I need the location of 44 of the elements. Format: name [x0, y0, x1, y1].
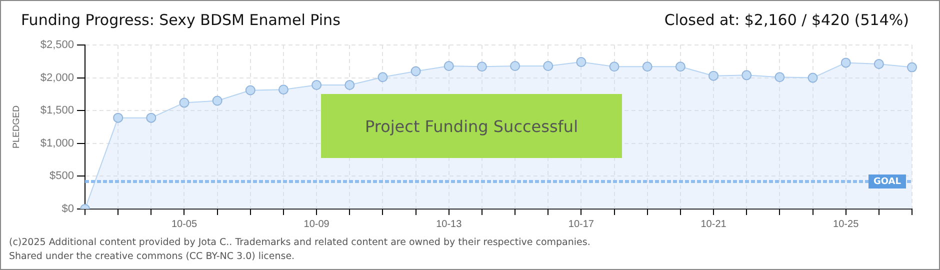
point	[312, 80, 322, 90]
point	[444, 60, 454, 71]
text: (c)2025 Additional content provided by Jota C.. Trademarks and related content are owned by their respective companies.	[9, 237, 590, 248]
ref-line-label: GOAL	[874, 176, 902, 187]
point	[410, 66, 421, 76]
point	[840, 58, 851, 68]
point	[742, 70, 752, 80]
point	[378, 72, 388, 82]
point	[113, 112, 124, 123]
x-tick-label: 10-21	[700, 218, 727, 230]
point	[808, 72, 818, 83]
x-tick-label: 10-05	[171, 218, 198, 230]
text: Shared under the creative commons (CC BY-NC 3.0) license.	[9, 251, 295, 262]
point	[774, 72, 785, 82]
point	[146, 112, 156, 123]
chart-title: Funding Progress: Sexy BDSM Enamel Pins	[21, 11, 340, 29]
point	[212, 96, 222, 106]
point	[344, 80, 355, 90]
y-tick-label: $2,000	[40, 72, 74, 84]
point	[245, 85, 256, 96]
point	[642, 62, 652, 72]
point	[675, 62, 686, 72]
y-axis-title: PLEDGED	[10, 104, 21, 149]
point	[179, 98, 190, 108]
point	[708, 70, 719, 81]
point	[576, 57, 586, 68]
point	[476, 62, 487, 72]
point	[510, 60, 520, 71]
point	[874, 59, 884, 70]
point	[907, 62, 917, 72]
y-tick-label: $2,500	[40, 39, 74, 52]
x-tick-label: 10-25	[833, 218, 860, 230]
x-tick-label: 10-09	[304, 218, 330, 230]
y-tick-label: $500	[50, 170, 74, 182]
point	[609, 62, 620, 72]
y-tick-label: $1,500	[40, 104, 74, 117]
y-tick-label: $0	[62, 203, 74, 216]
x-tick-label: 10-13	[436, 218, 462, 230]
point	[543, 60, 554, 71]
point	[278, 84, 288, 95]
success-banner: Project Funding Successful	[321, 94, 622, 158]
x-tick-label: 10-17	[568, 218, 594, 230]
text: Closed at: $2,160 / $420 (514%)	[664, 11, 909, 29]
y-tick-label: $1,000	[40, 137, 74, 150]
